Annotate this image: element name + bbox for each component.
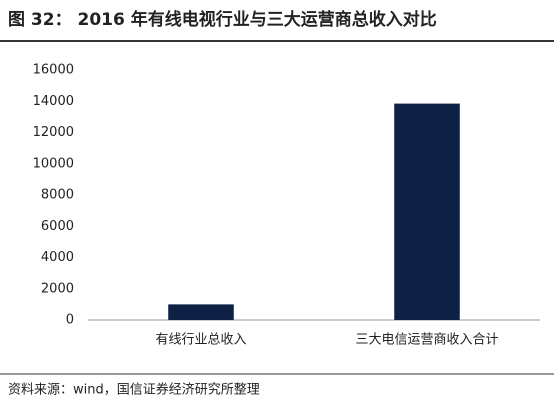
- bar: [394, 103, 460, 320]
- y-tick-label: 6000: [41, 219, 74, 234]
- source: 资料来源：wind，国信证券经济研究所整理: [8, 382, 260, 398]
- x-tick-label: 三大电信运营商收入合计: [355, 333, 498, 348]
- y-tick-label: 0: [66, 313, 74, 328]
- y-tick-label: 16000: [33, 63, 74, 78]
- y-tick-label: 2000: [41, 281, 74, 296]
- bar: [168, 304, 234, 320]
- chart-title: 图 32： 2016 年有线电视行业与三大运营商总收入对比: [8, 9, 437, 30]
- y-tick-label: 14000: [33, 94, 74, 109]
- y-tick-label: 4000: [41, 250, 74, 265]
- y-tick-label: 12000: [33, 125, 74, 140]
- x-tick-label: 有线行业总收入: [155, 333, 246, 348]
- y-tick-label: 10000: [33, 156, 74, 171]
- y-tick-label: 8000: [41, 188, 74, 203]
